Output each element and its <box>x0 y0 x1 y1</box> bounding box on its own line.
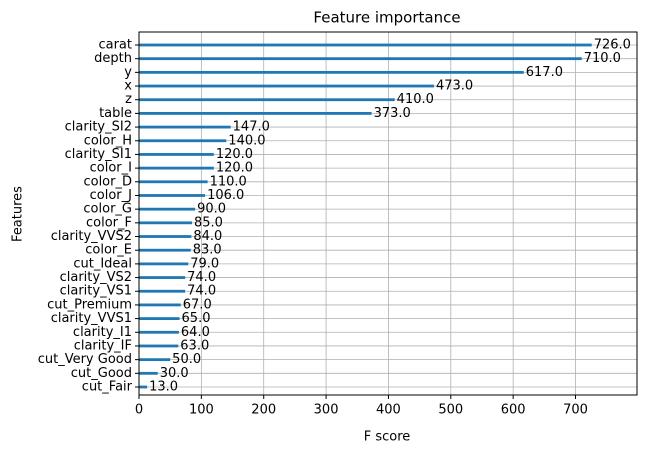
bar <box>139 303 181 307</box>
value-label: 147.0 <box>233 120 270 135</box>
y-tick-label: color_F <box>86 215 132 230</box>
y-tick-label: color_D <box>83 174 132 189</box>
value-label: 13.0 <box>149 380 178 395</box>
value-label: 373.0 <box>374 106 411 121</box>
y-tick-label: depth <box>94 51 132 66</box>
y-tick-label: clarity_VS1 <box>60 284 132 299</box>
bar <box>139 330 179 334</box>
y-tick-label: color_J <box>90 188 132 203</box>
bar <box>139 207 196 211</box>
y-tick-label: cut_Fair <box>82 380 133 395</box>
y-axis-label: Features <box>11 186 26 242</box>
y-tick-label: cut_Very Good <box>38 352 132 367</box>
value-label: 120.0 <box>216 147 253 162</box>
bar <box>139 317 180 320</box>
x-tick-label: 700 <box>563 403 588 418</box>
y-tick-label: cut_Premium <box>47 297 132 312</box>
value-label: 63.0 <box>180 338 209 353</box>
bar <box>139 166 214 170</box>
value-label: 726.0 <box>594 38 631 53</box>
y-tick-label: cut_Good <box>71 366 132 381</box>
value-label: 65.0 <box>182 311 211 326</box>
bar <box>139 125 231 129</box>
plot-frame <box>138 31 638 396</box>
bar <box>139 221 193 225</box>
bar <box>139 344 179 348</box>
x-tick-label: 500 <box>438 403 463 418</box>
y-tick-label: x <box>124 79 132 94</box>
y-tick-label: clarity_IF <box>74 338 132 353</box>
value-label: 120.0 <box>216 161 253 176</box>
value-label: 617.0 <box>526 65 563 80</box>
bar <box>139 84 434 88</box>
bar <box>139 180 208 184</box>
y-tick-label: z <box>125 92 132 107</box>
value-label: 50.0 <box>172 352 201 367</box>
bar <box>139 57 582 61</box>
value-label: 106.0 <box>207 188 244 203</box>
value-label: 110.0 <box>210 174 247 189</box>
y-tick-label: color_E <box>85 243 132 258</box>
bar <box>139 262 189 266</box>
bar <box>139 98 395 102</box>
bar <box>139 235 192 238</box>
value-label: 30.0 <box>160 366 189 381</box>
value-label: 410.0 <box>397 92 434 107</box>
value-label: 90.0 <box>197 202 226 217</box>
y-tick-label: carat <box>98 38 132 53</box>
y-tick-label: clarity_VS2 <box>60 270 132 285</box>
x-tick-label: 100 <box>189 403 214 418</box>
y-tick-label: color_I <box>90 161 132 176</box>
y-tick-label: y <box>124 65 132 80</box>
value-label: 710.0 <box>584 51 621 66</box>
value-label: 85.0 <box>194 215 223 230</box>
bar <box>139 194 206 197</box>
x-tick-label: 400 <box>376 403 401 418</box>
value-label: 64.0 <box>181 325 210 340</box>
bar <box>139 385 148 389</box>
bar <box>139 289 186 293</box>
bar <box>139 276 186 279</box>
y-tick-label: table <box>99 106 132 121</box>
bar <box>139 371 158 375</box>
value-label: 140.0 <box>228 133 265 148</box>
value-label: 74.0 <box>187 270 216 285</box>
bar <box>139 139 227 143</box>
value-label: 83.0 <box>193 243 222 258</box>
y-tick-label: color_H <box>84 133 132 148</box>
value-label: 84.0 <box>193 229 222 244</box>
bar <box>139 358 171 362</box>
y-tick-label: clarity_SI2 <box>65 120 132 135</box>
y-tick-label: clarity_I1 <box>73 325 132 340</box>
bar <box>139 70 524 74</box>
value-label: 79.0 <box>190 256 219 271</box>
y-tick-label: clarity_VVS2 <box>51 229 132 244</box>
x-tick-label: 0 <box>135 403 143 418</box>
x-tick-label: 200 <box>251 403 276 418</box>
bar <box>139 248 191 252</box>
x-tick-label: 300 <box>314 403 339 418</box>
value-label: 67.0 <box>183 297 212 312</box>
y-tick-label: color_G <box>83 202 132 217</box>
x-axis-label: F score <box>364 430 411 445</box>
y-tick-label: clarity_SI1 <box>65 147 132 162</box>
chart-title: Feature importance <box>313 9 460 27</box>
bar <box>139 43 592 47</box>
value-label: 473.0 <box>436 79 473 94</box>
bar <box>139 112 372 115</box>
value-label: 74.0 <box>187 284 216 299</box>
y-tick-label: cut_Ideal <box>73 256 132 271</box>
x-tick-label: 600 <box>501 403 526 418</box>
y-tick-label: clarity_VVS1 <box>51 311 132 326</box>
bar <box>139 153 214 156</box>
